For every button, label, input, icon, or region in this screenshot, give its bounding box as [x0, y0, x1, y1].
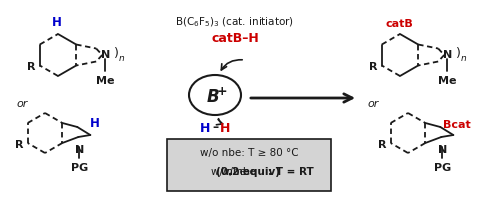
Text: ): ) [456, 46, 461, 59]
Text: w/ nbe: w/ nbe [221, 167, 259, 177]
Text: PG: PG [70, 163, 88, 173]
Text: w/o nbe: T ≥ 80 °C: w/o nbe: T ≥ 80 °C [200, 148, 298, 158]
Text: Me: Me [438, 76, 456, 86]
Text: N: N [100, 50, 110, 60]
Text: +: + [216, 85, 228, 98]
Text: : T = RT: : T = RT [268, 167, 314, 177]
Text: (0.2 equiv): (0.2 equiv) [216, 167, 280, 177]
Text: n: n [461, 54, 467, 62]
Text: B(C$_6$F$_5$)$_3$ (cat. initiator): B(C$_6$F$_5$)$_3$ (cat. initiator) [176, 15, 294, 29]
Text: R: R [28, 62, 36, 72]
Text: ): ) [114, 46, 119, 59]
Text: R: R [378, 140, 386, 150]
Text: Me: Me [96, 76, 114, 86]
Text: N: N [442, 50, 452, 60]
Text: catB: catB [385, 19, 413, 29]
Text: H: H [52, 16, 62, 29]
Text: R: R [370, 62, 378, 72]
Text: Bcat: Bcat [444, 120, 471, 130]
Ellipse shape [189, 75, 241, 115]
Text: –: – [212, 122, 218, 135]
Text: N: N [438, 145, 447, 155]
Text: N: N [74, 145, 84, 155]
Text: PG: PG [434, 163, 451, 173]
Text: w/ nbe: w/ nbe [211, 167, 249, 177]
Text: or: or [368, 99, 378, 109]
Text: n: n [119, 54, 125, 62]
Text: catB–H: catB–H [211, 32, 259, 45]
Text: H: H [220, 122, 230, 135]
Text: B: B [206, 88, 220, 106]
FancyBboxPatch shape [167, 139, 331, 191]
Text: R: R [15, 140, 24, 150]
Text: or: or [16, 99, 28, 109]
Text: H: H [200, 122, 210, 135]
Text: H: H [90, 117, 100, 130]
